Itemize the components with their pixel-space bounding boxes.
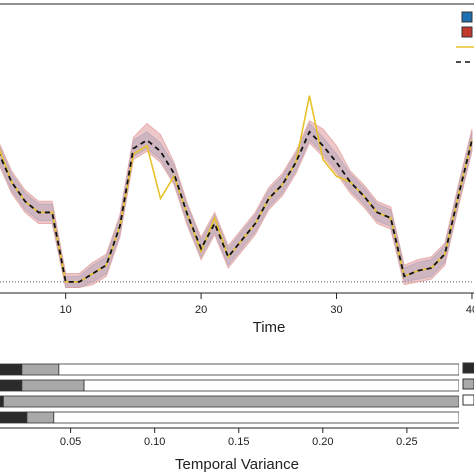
legend-swatch <box>461 11 473 23</box>
bar-segment <box>53 411 459 424</box>
x-tick-label: 40 <box>466 304 474 316</box>
x-tick-label: 0.10 <box>144 436 165 448</box>
bar-segment <box>21 363 60 376</box>
bar-segment <box>21 379 85 392</box>
plot-area <box>0 95 474 288</box>
plot-area <box>0 363 459 424</box>
bar-segment <box>0 363 23 376</box>
x-tick-label: 30 <box>330 304 342 316</box>
band <box>0 119 473 288</box>
x-tick-label: 0.25 <box>396 436 417 448</box>
legend-swatch <box>462 362 474 374</box>
x-axis-label: Time <box>253 319 286 336</box>
x-tick-label: 20 <box>195 304 207 316</box>
bar-segment <box>58 363 459 376</box>
legend-swatch <box>461 26 473 38</box>
legend-swatch <box>462 394 474 406</box>
line <box>0 130 473 283</box>
line <box>0 95 473 283</box>
bar-segment <box>0 379 23 392</box>
x-tick-label: 0.05 <box>60 436 81 448</box>
bar-segment <box>2 395 459 408</box>
x-axis-label: Temporal Variance <box>175 456 299 473</box>
x-tick-label: 10 <box>60 304 72 316</box>
bar-segment <box>26 411 55 424</box>
x-tick-label: 0.15 <box>228 436 249 448</box>
bar-segment <box>83 379 459 392</box>
bar-segment <box>0 395 4 408</box>
x-tick-label: 0.20 <box>312 436 333 448</box>
bar-segment <box>0 411 28 424</box>
legend-swatch <box>462 378 474 390</box>
